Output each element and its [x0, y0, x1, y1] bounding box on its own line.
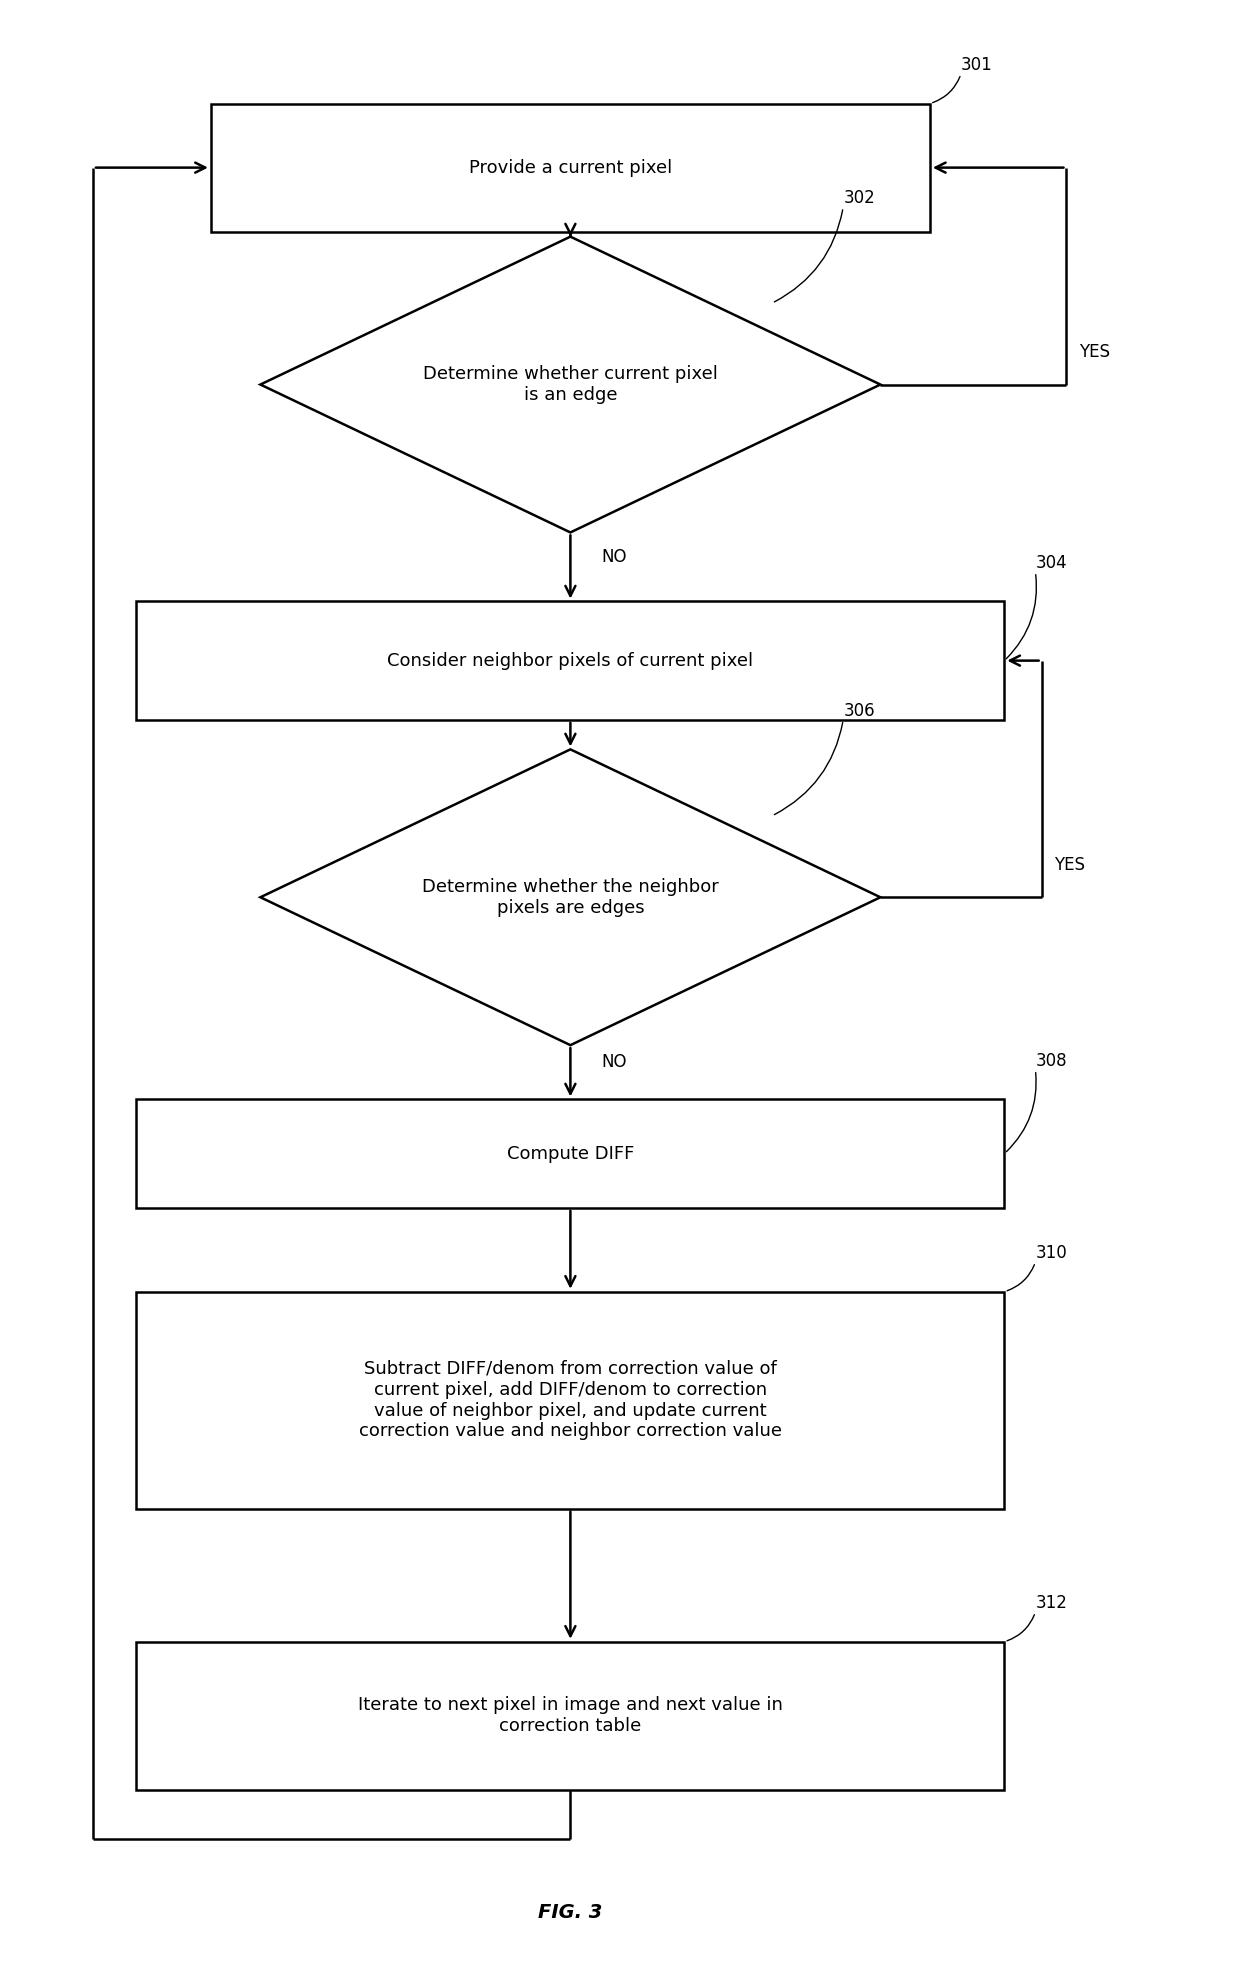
Bar — [211, 103, 930, 231]
Text: 302: 302 — [843, 189, 875, 207]
Text: Determine whether the neighbor
pixels are edges: Determine whether the neighbor pixels ar… — [422, 878, 719, 917]
Polygon shape — [260, 237, 880, 532]
Text: YES: YES — [1054, 856, 1085, 874]
Text: Compute DIFF: Compute DIFF — [507, 1144, 634, 1163]
Text: 312: 312 — [1035, 1593, 1068, 1613]
Bar — [136, 1100, 1004, 1207]
Text: Subtract DIFF/denom from correction value of
current pixel, add DIFF/denom to co: Subtract DIFF/denom from correction valu… — [358, 1361, 782, 1440]
Text: Iterate to next pixel in image and next value in
correction table: Iterate to next pixel in image and next … — [358, 1696, 782, 1735]
Text: NO: NO — [601, 1053, 627, 1071]
Text: FIG. 3: FIG. 3 — [538, 1903, 603, 1923]
Text: 308: 308 — [1035, 1051, 1068, 1069]
Text: 301: 301 — [961, 55, 993, 75]
Bar — [136, 601, 1004, 720]
Bar — [136, 1292, 1004, 1509]
Text: Provide a current pixel: Provide a current pixel — [469, 158, 672, 177]
Text: YES: YES — [1079, 343, 1110, 361]
Text: NO: NO — [601, 548, 627, 566]
Text: Consider neighbor pixels of current pixel: Consider neighbor pixels of current pixe… — [387, 651, 754, 670]
Polygon shape — [260, 749, 880, 1045]
Text: 306: 306 — [843, 702, 875, 720]
Text: Determine whether current pixel
is an edge: Determine whether current pixel is an ed… — [423, 365, 718, 404]
Bar — [136, 1641, 1004, 1791]
Text: 310: 310 — [1035, 1244, 1068, 1262]
Text: 304: 304 — [1035, 554, 1068, 572]
